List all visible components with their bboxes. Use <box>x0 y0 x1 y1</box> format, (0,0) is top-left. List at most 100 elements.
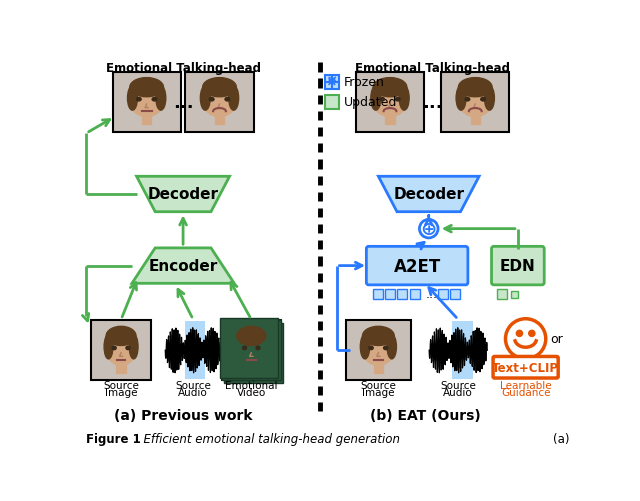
Text: Text+CLIP: Text+CLIP <box>492 361 559 374</box>
FancyBboxPatch shape <box>220 318 278 378</box>
Ellipse shape <box>458 79 492 98</box>
Ellipse shape <box>373 79 407 98</box>
FancyBboxPatch shape <box>346 321 410 381</box>
Ellipse shape <box>237 327 266 346</box>
Ellipse shape <box>256 347 260 350</box>
Ellipse shape <box>259 335 268 359</box>
Ellipse shape <box>200 87 211 111</box>
Text: EDN: EDN <box>500 259 536 274</box>
Text: (a): (a) <box>554 432 570 445</box>
Text: Audio: Audio <box>179 387 208 397</box>
FancyBboxPatch shape <box>397 289 408 299</box>
Ellipse shape <box>396 98 400 102</box>
Ellipse shape <box>387 335 396 359</box>
FancyBboxPatch shape <box>372 289 383 299</box>
Ellipse shape <box>465 98 470 102</box>
Ellipse shape <box>369 347 373 350</box>
Circle shape <box>516 331 522 337</box>
Text: Updated: Updated <box>344 96 397 109</box>
Bar <box>246 361 256 373</box>
Bar <box>215 113 224 125</box>
FancyBboxPatch shape <box>497 289 507 299</box>
FancyBboxPatch shape <box>186 73 253 132</box>
Ellipse shape <box>243 347 246 350</box>
Ellipse shape <box>225 98 230 102</box>
Text: ...: ... <box>422 93 443 111</box>
Ellipse shape <box>106 331 137 366</box>
Bar <box>374 361 383 373</box>
Ellipse shape <box>383 347 388 350</box>
Text: or: or <box>550 333 563 346</box>
FancyBboxPatch shape <box>452 322 472 379</box>
FancyBboxPatch shape <box>450 289 460 299</box>
FancyBboxPatch shape <box>385 289 395 299</box>
Text: Figure 1: Figure 1 <box>86 432 141 445</box>
Ellipse shape <box>481 98 485 102</box>
Text: Image: Image <box>362 387 395 397</box>
Ellipse shape <box>399 87 409 111</box>
FancyBboxPatch shape <box>492 247 544 285</box>
Text: Learnable: Learnable <box>500 380 552 390</box>
Text: Decoder: Decoder <box>148 187 219 202</box>
Text: Frozen: Frozen <box>344 76 385 89</box>
Polygon shape <box>132 248 234 284</box>
FancyBboxPatch shape <box>224 323 283 383</box>
Ellipse shape <box>203 79 236 98</box>
Text: Source: Source <box>103 380 139 390</box>
Ellipse shape <box>127 87 138 111</box>
FancyBboxPatch shape <box>511 292 518 298</box>
Text: Audio: Audio <box>444 387 473 397</box>
Text: Emotional: Emotional <box>225 380 278 390</box>
FancyBboxPatch shape <box>222 321 281 381</box>
Bar <box>116 361 125 373</box>
Circle shape <box>529 331 535 337</box>
Ellipse shape <box>129 83 164 117</box>
Ellipse shape <box>235 335 243 359</box>
FancyBboxPatch shape <box>185 322 205 379</box>
Ellipse shape <box>228 87 239 111</box>
Ellipse shape <box>362 327 394 346</box>
Ellipse shape <box>106 327 136 346</box>
Circle shape <box>506 319 546 359</box>
Ellipse shape <box>152 98 157 102</box>
Ellipse shape <box>372 83 408 117</box>
Ellipse shape <box>362 331 395 366</box>
FancyBboxPatch shape <box>325 96 339 109</box>
Text: ...: ... <box>425 288 437 301</box>
FancyBboxPatch shape <box>410 289 420 299</box>
FancyBboxPatch shape <box>113 73 180 132</box>
Ellipse shape <box>360 335 370 359</box>
Ellipse shape <box>126 347 130 350</box>
Text: Efficient emotional talking-head generation: Efficient emotional talking-head generat… <box>136 432 400 445</box>
Ellipse shape <box>236 331 267 366</box>
Ellipse shape <box>456 87 466 111</box>
Text: Encoder: Encoder <box>148 259 218 274</box>
Text: Source: Source <box>360 380 396 390</box>
Ellipse shape <box>130 79 163 98</box>
Ellipse shape <box>371 87 381 111</box>
FancyBboxPatch shape <box>438 289 448 299</box>
FancyBboxPatch shape <box>356 73 424 132</box>
Text: Guidance: Guidance <box>501 387 550 397</box>
Circle shape <box>419 220 438 238</box>
FancyBboxPatch shape <box>493 357 558 378</box>
Text: A2ET: A2ET <box>394 257 441 275</box>
Ellipse shape <box>104 335 113 359</box>
Text: (a) Previous work: (a) Previous work <box>114 408 252 422</box>
FancyBboxPatch shape <box>325 76 339 89</box>
Ellipse shape <box>458 83 493 117</box>
FancyBboxPatch shape <box>222 321 281 381</box>
Ellipse shape <box>129 335 138 359</box>
FancyBboxPatch shape <box>366 247 468 285</box>
Ellipse shape <box>156 87 166 111</box>
Text: Emotional Talking-head: Emotional Talking-head <box>106 62 260 75</box>
Bar <box>470 113 480 125</box>
Bar <box>142 113 151 125</box>
Ellipse shape <box>209 98 214 102</box>
Text: Image: Image <box>105 387 138 397</box>
FancyBboxPatch shape <box>91 321 151 381</box>
Text: Source: Source <box>175 380 211 390</box>
Ellipse shape <box>112 347 116 350</box>
Text: *: * <box>328 74 336 91</box>
Polygon shape <box>136 177 230 212</box>
